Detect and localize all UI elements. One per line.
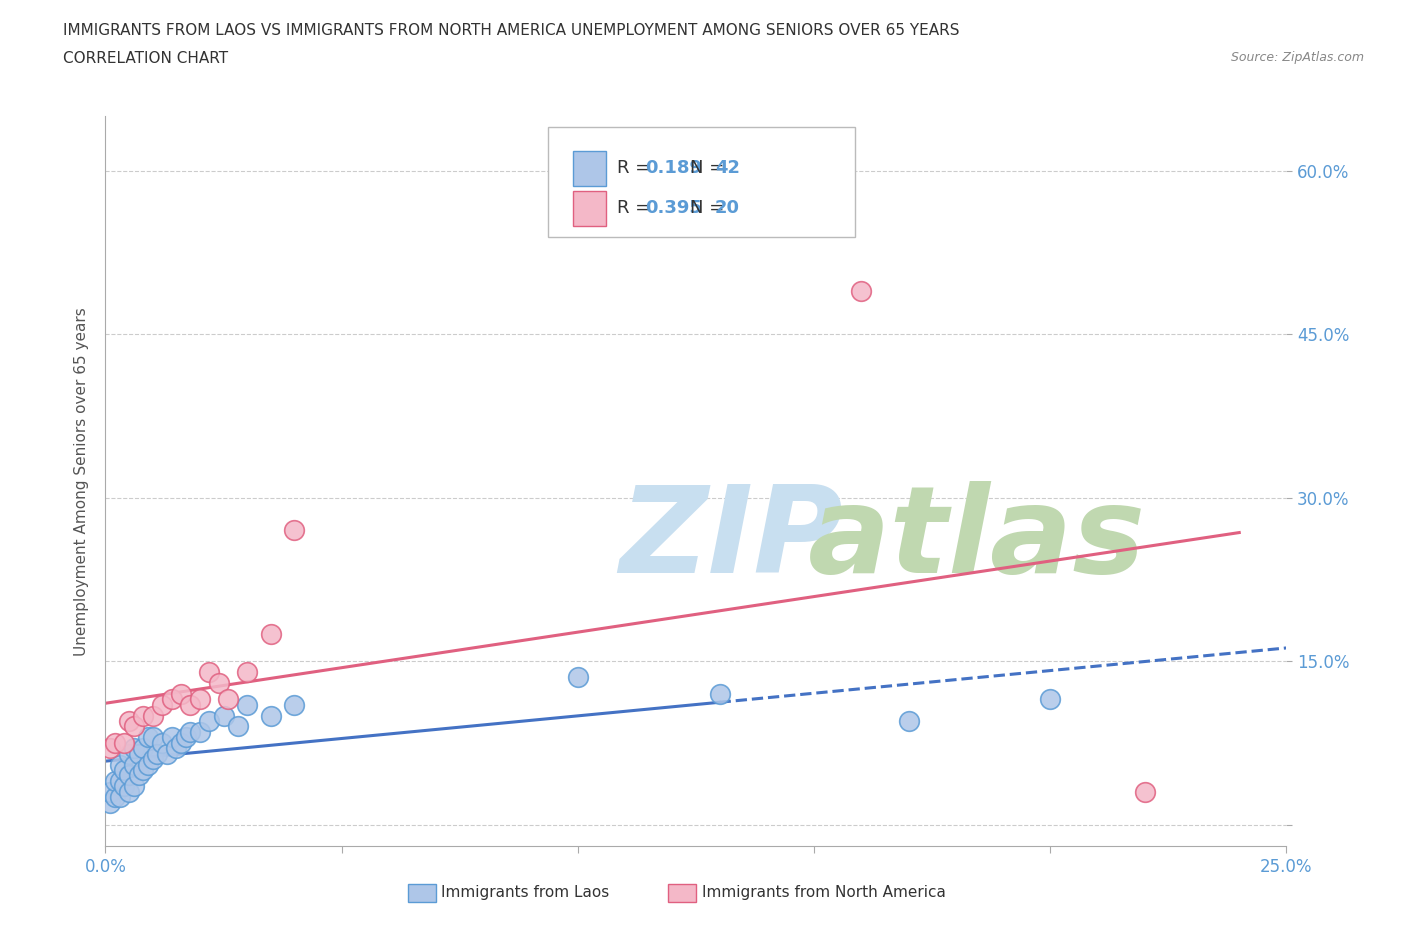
- Point: [260, 627, 283, 642]
- Point: [198, 713, 221, 728]
- Point: [112, 779, 135, 794]
- Point: [188, 724, 211, 739]
- Point: [150, 698, 173, 712]
- FancyBboxPatch shape: [574, 151, 606, 186]
- Point: [122, 757, 145, 772]
- Text: R =: R =: [617, 199, 655, 218]
- Text: Source: ZipAtlas.com: Source: ZipAtlas.com: [1230, 51, 1364, 64]
- Point: [283, 698, 305, 712]
- Point: [142, 708, 165, 723]
- Point: [179, 724, 201, 739]
- Point: [156, 746, 179, 761]
- Point: [174, 730, 197, 745]
- Point: [108, 774, 131, 789]
- Point: [567, 670, 589, 684]
- Point: [98, 784, 121, 799]
- Point: [236, 665, 259, 680]
- Text: CORRELATION CHART: CORRELATION CHART: [63, 51, 228, 66]
- Point: [122, 741, 145, 756]
- Point: [108, 757, 131, 772]
- Point: [122, 719, 145, 734]
- Point: [128, 746, 150, 761]
- Point: [104, 736, 127, 751]
- Point: [170, 686, 193, 701]
- Point: [118, 768, 141, 783]
- Point: [108, 790, 131, 804]
- Point: [98, 741, 121, 756]
- Point: [128, 768, 150, 783]
- Point: [179, 698, 201, 712]
- Point: [142, 751, 165, 766]
- Text: R =: R =: [617, 159, 655, 177]
- Y-axis label: Unemployment Among Seniors over 65 years: Unemployment Among Seniors over 65 years: [75, 307, 90, 656]
- Point: [104, 790, 127, 804]
- Text: Immigrants from Laos: Immigrants from Laos: [441, 885, 610, 900]
- Point: [98, 795, 121, 810]
- Point: [260, 708, 283, 723]
- Point: [118, 784, 141, 799]
- Text: 0.189: 0.189: [645, 159, 702, 177]
- FancyBboxPatch shape: [574, 191, 606, 226]
- Point: [208, 675, 231, 690]
- Point: [1133, 784, 1156, 799]
- Point: [170, 736, 193, 751]
- Text: 20: 20: [714, 199, 740, 218]
- Point: [132, 763, 155, 777]
- Point: [160, 730, 183, 745]
- Text: N =: N =: [690, 199, 730, 218]
- Point: [146, 746, 169, 761]
- Point: [132, 708, 155, 723]
- Point: [236, 698, 259, 712]
- Point: [136, 730, 159, 745]
- Point: [112, 736, 135, 751]
- Point: [198, 665, 221, 680]
- Point: [104, 774, 127, 789]
- Point: [851, 283, 873, 298]
- Point: [132, 741, 155, 756]
- FancyBboxPatch shape: [548, 127, 855, 237]
- Point: [226, 719, 249, 734]
- Text: ZIP: ZIP: [619, 481, 844, 598]
- Point: [165, 741, 187, 756]
- Text: 0.395: 0.395: [645, 199, 702, 218]
- Text: Immigrants from North America: Immigrants from North America: [702, 885, 945, 900]
- Point: [217, 692, 239, 707]
- Text: N =: N =: [690, 159, 730, 177]
- Point: [212, 708, 235, 723]
- Point: [122, 779, 145, 794]
- Point: [136, 757, 159, 772]
- Point: [112, 763, 135, 777]
- Point: [142, 730, 165, 745]
- Point: [150, 736, 173, 751]
- Text: 42: 42: [714, 159, 740, 177]
- Point: [160, 692, 183, 707]
- Point: [283, 523, 305, 538]
- Point: [709, 686, 731, 701]
- Point: [118, 746, 141, 761]
- Point: [118, 713, 141, 728]
- Text: atlas: atlas: [808, 481, 1146, 598]
- Point: [1039, 692, 1062, 707]
- Text: IMMIGRANTS FROM LAOS VS IMMIGRANTS FROM NORTH AMERICA UNEMPLOYMENT AMONG SENIORS: IMMIGRANTS FROM LAOS VS IMMIGRANTS FROM …: [63, 23, 960, 38]
- Point: [188, 692, 211, 707]
- Point: [897, 713, 920, 728]
